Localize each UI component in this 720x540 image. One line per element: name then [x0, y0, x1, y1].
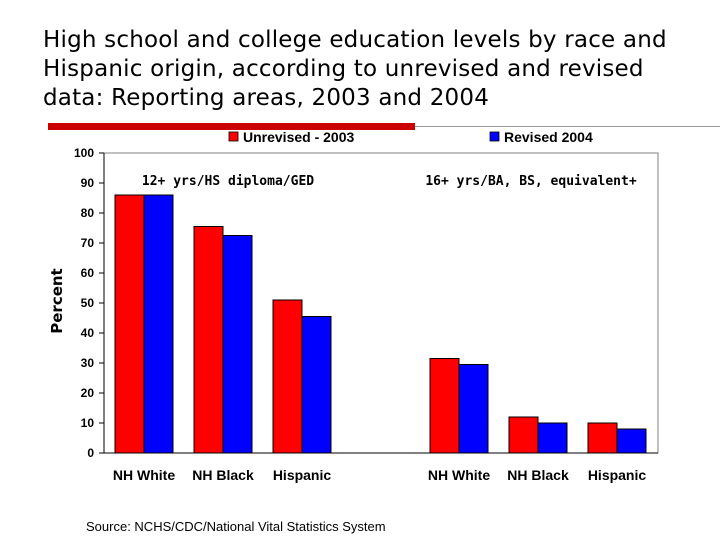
legend-label: Unrevised - 2003	[243, 129, 354, 145]
bar	[616, 428, 647, 454]
bar	[143, 194, 174, 454]
bar	[508, 416, 539, 454]
source-note: Source: NCHS/CDC/National Vital Statisti…	[86, 519, 386, 534]
y-tick-label: 0	[87, 446, 94, 460]
chart-plot-area: 0 10 20 30 40 50 60 70 80 90 100 Percent Unrevised -…	[48, 129, 659, 483]
title-underline-rule	[415, 126, 720, 127]
slide-title: High school and college education levels…	[43, 27, 667, 111]
y-tick-label: 20	[81, 386, 95, 400]
bar	[537, 422, 568, 454]
y-tick-label: 60	[81, 266, 95, 280]
category-label: NH Black	[192, 467, 254, 483]
y-tick-label: 70	[81, 236, 95, 250]
bar	[301, 316, 332, 454]
y-tick-label: 30	[81, 356, 95, 370]
bar	[222, 235, 253, 454]
y-tick-label: 90	[81, 176, 95, 190]
y-tick-label: 100	[74, 146, 94, 160]
bar	[587, 422, 618, 454]
y-tick-label: 80	[81, 206, 95, 220]
category-label: NH Black	[507, 467, 569, 483]
y-tick-label: 10	[81, 416, 95, 430]
legend-label: Revised 2004	[504, 129, 593, 145]
bar	[193, 226, 224, 454]
category-label: NH White	[113, 467, 175, 483]
bar	[272, 299, 303, 454]
bar	[114, 194, 145, 454]
title-underline-accent	[48, 123, 415, 130]
legend-swatch	[489, 131, 500, 142]
y-tick-label: 40	[81, 326, 95, 340]
bar	[458, 364, 489, 454]
category-label: Hispanic	[588, 467, 647, 483]
category-label: NH White	[428, 467, 490, 483]
group-label: 12+ yrs/HS diploma/GED	[142, 174, 314, 189]
group-label: 16+ yrs/BA, BS, equivalent+	[425, 174, 636, 189]
y-axis-label: Percent	[48, 268, 66, 333]
legend-swatch	[228, 131, 239, 142]
category-label: Hispanic	[273, 467, 332, 483]
y-tick-label: 50	[81, 296, 95, 310]
plot-frame	[103, 152, 659, 454]
bar	[429, 358, 460, 454]
